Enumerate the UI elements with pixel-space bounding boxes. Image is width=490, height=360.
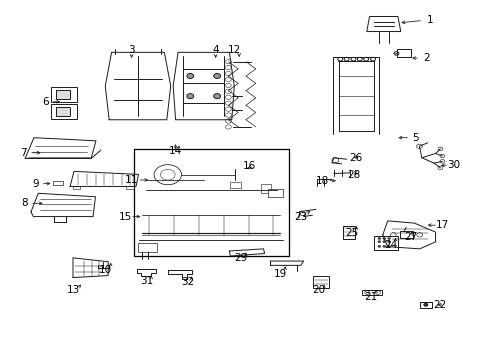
Text: 32: 32 [181,277,194,287]
Text: 19: 19 [273,269,287,279]
Text: 9: 9 [32,179,39,189]
Text: 8: 8 [21,198,27,208]
Bar [397,49,411,57]
Text: 26: 26 [349,153,362,163]
Text: 13: 13 [66,285,80,296]
Text: 4: 4 [212,45,219,55]
Text: 23: 23 [294,212,308,221]
Text: 29: 29 [235,253,248,263]
Circle shape [388,240,391,243]
Circle shape [214,73,220,78]
Text: 7: 7 [20,148,26,158]
Text: 27: 27 [405,232,418,242]
Text: 31: 31 [140,276,153,286]
Bar [56,107,70,116]
Text: 2: 2 [423,53,430,63]
Circle shape [383,245,386,247]
Text: 22: 22 [433,300,446,310]
Bar [374,236,398,250]
Circle shape [383,240,386,243]
Bar [400,231,413,238]
Circle shape [378,245,381,247]
Text: 14: 14 [169,145,182,156]
Text: 15: 15 [119,212,132,221]
Text: 20: 20 [313,285,326,296]
Text: 11: 11 [125,175,138,185]
Text: 10: 10 [99,265,112,275]
Text: 25: 25 [345,228,358,238]
Circle shape [187,94,194,99]
Text: 5: 5 [412,133,418,143]
Circle shape [187,73,194,78]
Text: 21: 21 [365,292,378,302]
Bar [50,87,77,102]
Bar [230,181,241,188]
Bar [420,302,432,308]
Text: 24: 24 [384,240,397,250]
Polygon shape [367,17,401,32]
Bar [126,186,134,189]
Circle shape [378,237,381,239]
Circle shape [388,237,391,239]
Text: 6: 6 [42,97,49,107]
Text: 28: 28 [347,170,360,180]
Bar [314,276,329,288]
Bar [134,149,289,256]
Circle shape [214,94,220,99]
Text: 3: 3 [128,45,135,55]
Circle shape [383,237,386,239]
Bar [73,186,80,189]
Bar [343,226,355,239]
Circle shape [388,245,391,247]
Bar [50,104,77,119]
Text: 1: 1 [426,15,433,26]
Text: 17: 17 [436,220,449,230]
Text: 18: 18 [316,176,329,186]
Circle shape [424,303,428,306]
Circle shape [378,240,381,243]
Bar [56,90,70,99]
Text: 16: 16 [243,161,256,171]
Bar [261,184,271,193]
Text: 12: 12 [228,45,241,55]
Text: 30: 30 [447,160,461,170]
Bar [362,290,382,296]
Bar [269,189,283,197]
Bar [53,181,63,185]
Bar [138,243,157,252]
